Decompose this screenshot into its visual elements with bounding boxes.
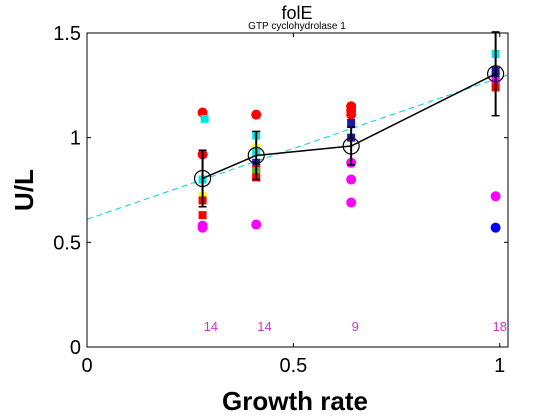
y-tick-label: 0: [70, 337, 81, 359]
data-point: [491, 223, 501, 233]
data-point: [201, 115, 209, 123]
x-tick-label: 1: [494, 355, 505, 377]
y-tick-label: 1: [70, 128, 81, 150]
data-point: [199, 211, 207, 219]
data-point: [491, 191, 501, 201]
x-axis-label: Growth rate: [222, 386, 368, 416]
plot-area: [87, 33, 508, 347]
count-label: 14: [257, 319, 271, 334]
y-tick-label: 0.5: [53, 232, 81, 254]
data-point: [346, 110, 356, 120]
x-tick-label: 0: [81, 355, 92, 377]
data-point: [251, 220, 261, 230]
data-point: [198, 223, 208, 233]
chart-subtitle: GTP cyclohydrolase 1: [248, 21, 346, 32]
x-tick-label: 0.5: [279, 355, 307, 377]
count-label: 9: [352, 319, 359, 334]
data-point: [346, 198, 356, 208]
count-label: 18: [493, 319, 507, 334]
y-axis-label: U/L: [9, 169, 39, 211]
data-point: [346, 175, 356, 185]
data-point: [347, 119, 355, 127]
data-point: [251, 110, 261, 120]
count-label: 14: [204, 319, 218, 334]
chart-title: folE: [281, 3, 312, 23]
y-tick-label: 1.5: [53, 23, 81, 45]
